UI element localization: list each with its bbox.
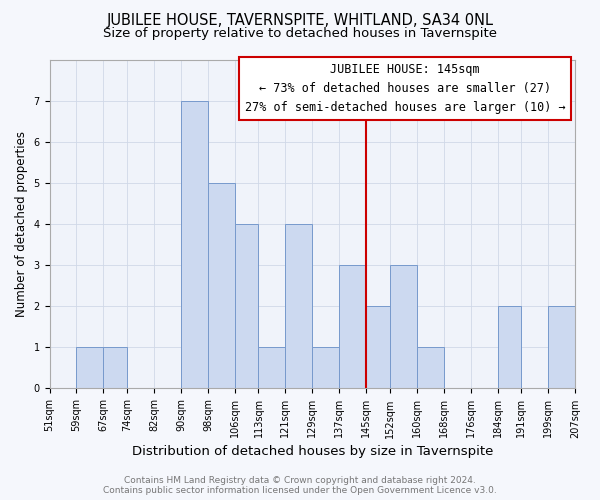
Bar [103,348,127,389]
Bar [340,266,366,388]
Bar [286,224,313,388]
Bar [498,306,521,388]
Bar [235,224,259,388]
Bar [548,306,575,388]
Y-axis label: Number of detached properties: Number of detached properties [15,131,28,317]
Bar [390,266,417,388]
Bar [208,183,235,388]
Bar [313,348,340,389]
Bar [417,348,444,389]
Text: Contains HM Land Registry data © Crown copyright and database right 2024.
Contai: Contains HM Land Registry data © Crown c… [103,476,497,495]
Bar [181,101,208,388]
Text: JUBILEE HOUSE, TAVERNSPITE, WHITLAND, SA34 0NL: JUBILEE HOUSE, TAVERNSPITE, WHITLAND, SA… [107,12,493,28]
Bar [76,348,103,389]
Text: JUBILEE HOUSE: 145sqm
← 73% of detached houses are smaller (27)
27% of semi-deta: JUBILEE HOUSE: 145sqm ← 73% of detached … [245,64,565,114]
Text: Size of property relative to detached houses in Tavernspite: Size of property relative to detached ho… [103,28,497,40]
Bar [259,348,286,389]
X-axis label: Distribution of detached houses by size in Tavernspite: Distribution of detached houses by size … [131,444,493,458]
Bar [366,306,390,388]
